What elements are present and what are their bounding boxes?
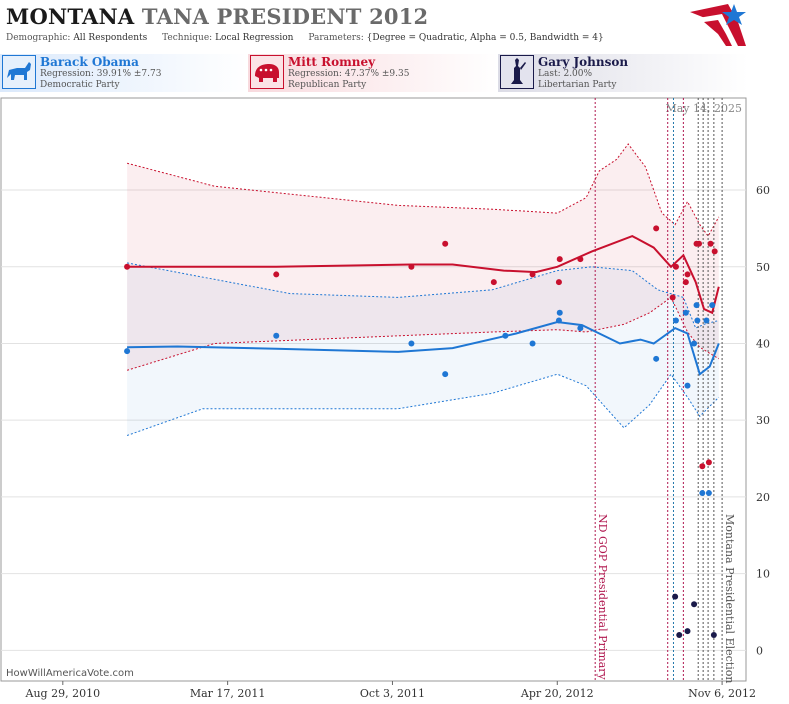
parameters-label: Parameters: (308, 33, 364, 43)
poll-point (490, 279, 497, 286)
title-state: MONTANA (6, 4, 135, 29)
candidate-name: Mitt Romney (288, 55, 376, 69)
candidate-name: Barack Obama (40, 55, 139, 69)
poll-point (703, 317, 710, 324)
poll-point (699, 490, 706, 497)
y-tick-label: 40 (756, 337, 770, 350)
poll-point (684, 628, 691, 635)
poll-point (684, 271, 691, 278)
poll-point (672, 263, 679, 270)
poll-point (273, 271, 280, 278)
event-label: ND GOP Presidential Primary (596, 514, 609, 681)
poll-point (707, 240, 714, 247)
poll-point (705, 459, 712, 466)
poll-point (577, 256, 584, 263)
poll-point (672, 317, 679, 324)
candidate-legend: Barack Obama Regression: 39.91% ±7.73 De… (0, 54, 789, 94)
poll-point (442, 371, 449, 378)
poll-point (676, 631, 683, 638)
candidate-party: Republican Party (288, 80, 367, 90)
date-label: May 14, 2025 (665, 102, 742, 115)
poll-point (653, 355, 660, 362)
regression-line (127, 320, 720, 376)
poll-point (529, 271, 536, 278)
y-tick-label: 10 (756, 568, 770, 581)
poll-point (672, 593, 679, 600)
title-race: TANA PRESIDENT 2012 (141, 4, 429, 29)
poll-point (696, 240, 703, 247)
candidate-romney: Mitt Romney Regression: 47.37% ±9.35 Rep… (250, 54, 490, 92)
poll-point (684, 382, 691, 389)
confidence-band (127, 144, 719, 371)
poll-point (502, 332, 509, 339)
y-tick-label: 30 (756, 414, 770, 427)
band-upper-line (127, 262, 719, 329)
poll-point (691, 601, 698, 608)
source-label: HowWillAmericaVote.com (6, 668, 134, 679)
plot-area (0, 97, 747, 682)
candidate-stat: Regression: 47.37% ±9.35 (288, 69, 410, 79)
poll-point (408, 340, 415, 347)
candidate-name: Gary Johnson (538, 55, 629, 69)
event-label: Montana Presidential Election (723, 514, 736, 683)
demographic-label: Demographic: (6, 33, 71, 43)
poll-point (682, 309, 689, 316)
y-tick-label: 0 (756, 644, 763, 657)
poll-point (693, 302, 700, 309)
poll-point (653, 225, 660, 232)
donkey-icon (2, 55, 36, 89)
poll-chart: 0 10 20 30 40 50 60 Aug 29, 2010 Mar 17, 2011 Oct… (0, 97, 770, 700)
parameters-value: {Degree = Quadratic, Alpha = 0.5, Bandwi… (366, 33, 604, 43)
poll-point (555, 279, 562, 286)
poll-point (669, 294, 676, 301)
demographic-value: All Respondents (73, 33, 148, 43)
poll-point (691, 340, 698, 347)
x-tick-label: Oct 3, 2011 (360, 687, 425, 700)
y-tick-label: 50 (756, 261, 770, 274)
poll-point (555, 317, 562, 324)
poll-point (711, 248, 718, 255)
header: MONTANA TANA PRESIDENT 2012 Demographic:… (0, 0, 789, 50)
poll-point (124, 263, 131, 270)
statue-of-liberty-icon (500, 55, 534, 89)
candidate-stat: Regression: 39.91% ±7.73 (40, 69, 162, 79)
candidate-stat: Last: 2.00% (538, 69, 593, 79)
poll-point (705, 490, 712, 497)
technique-value: Local Regression (215, 33, 294, 43)
poll-point (124, 348, 131, 355)
y-tick-label: 20 (756, 491, 770, 504)
poll-point (556, 256, 563, 263)
y-tick-label: 60 (756, 184, 770, 197)
poll-point (529, 340, 536, 347)
candidate-party: Libertarian Party (538, 80, 617, 90)
flag-star-logo (690, 4, 746, 46)
poll-point (699, 463, 706, 470)
candidate-party: Democratic Party (40, 80, 120, 90)
candidate-johnson: Gary Johnson Last: 2.00% Libertarian Par… (500, 54, 740, 92)
x-tick-label: Apr 20, 2012 (520, 687, 594, 700)
x-tick-label: Aug 29, 2010 (25, 687, 101, 700)
technique-label: Technique: (162, 33, 213, 43)
page-title: MONTANA TANA PRESIDENT 2012 (6, 4, 428, 29)
candidate-obama: Barack Obama Regression: 39.91% ±7.73 De… (2, 54, 242, 92)
poll-point (556, 309, 563, 316)
poll-point (273, 332, 280, 339)
regression-line (127, 235, 720, 315)
poll-point (694, 317, 701, 324)
x-tick-label: Nov 6, 2012 (688, 687, 756, 700)
band-lower-line (126, 296, 720, 371)
poll-point (442, 240, 449, 247)
poll-point (682, 279, 689, 286)
poll-point (710, 631, 717, 638)
elephant-icon (250, 55, 284, 89)
poll-point (709, 302, 716, 309)
x-tick-label: Mar 17, 2011 (190, 687, 266, 700)
parameters-line: Demographic: All Respondents Technique: … (6, 33, 604, 43)
poll-point (577, 325, 584, 332)
poll-point (408, 263, 415, 270)
